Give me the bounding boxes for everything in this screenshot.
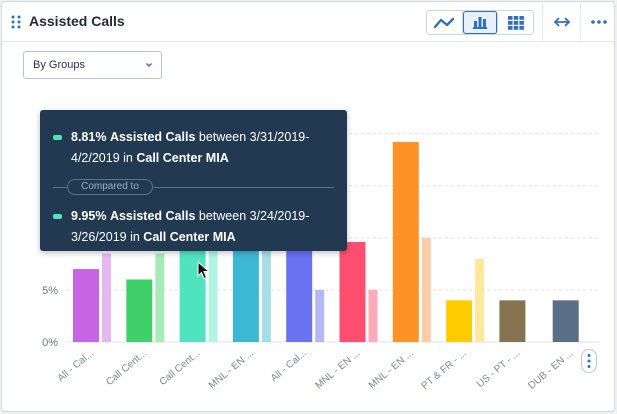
bar-current (73, 269, 99, 342)
bar-current (339, 241, 366, 342)
tooltip-divider (53, 187, 67, 188)
x-category-label: All - Cal... (269, 348, 309, 384)
group-by-dropdown[interactable]: By Groups (23, 51, 162, 79)
bar-current (286, 248, 313, 342)
bar-previous (421, 237, 431, 342)
widget-title: Assisted Calls (29, 13, 125, 29)
compared-to-pill: Compared to (67, 179, 153, 195)
x-category-label: US - PT - ... (475, 348, 522, 390)
x-category-label: All - Cal... (56, 348, 96, 384)
chart-view-toggle (426, 10, 534, 35)
x-category-label: DUB - EN ... (526, 348, 575, 392)
line-chart-view-button[interactable] (427, 11, 463, 34)
tooltip-value: 9.95% (71, 209, 107, 223)
dropdown-selected-value: By Groups (33, 59, 85, 71)
x-category-label: MNL - EN ... (207, 348, 256, 392)
bar-current (552, 300, 579, 342)
grid-table-icon (507, 15, 524, 30)
y-tick-label: 5% (42, 285, 58, 297)
tooltip-date-range: between 3/31/2019-4/2/2019 in (71, 130, 310, 165)
bar-current (392, 141, 419, 342)
bar-previous (208, 238, 218, 342)
header-divider (542, 2, 543, 42)
tooltip-group: Call Center MIA (136, 151, 229, 165)
tooltip-metric: Assisted Calls (109, 209, 196, 223)
widget-header: Assisted Calls (2, 2, 614, 42)
bar-previous (368, 289, 378, 342)
tooltip-entry-current: 8.81% Assisted Calls between 3/31/2019-4… (71, 127, 341, 169)
chart-tooltip: 8.81% Assisted Calls between 3/31/2019-4… (40, 110, 347, 251)
table-view-button[interactable] (498, 11, 533, 34)
more-options-icon[interactable] (588, 16, 610, 28)
x-category-label: PT & FR - ... (420, 348, 470, 392)
drag-handle-icon[interactable] (11, 15, 21, 29)
expand-horizontal-icon[interactable] (551, 14, 573, 30)
tooltip-date-range: between 3/24/2019-3/26/2019 in (71, 209, 310, 244)
y-tick-label: 0% (42, 337, 58, 349)
tooltip-metric: Assisted Calls (109, 130, 196, 144)
x-category-label: Call Cent... (104, 348, 149, 388)
tooltip-value: 8.81% (71, 130, 107, 144)
bar-previous (315, 289, 325, 342)
bar-current (126, 279, 153, 342)
mouse-cursor-icon (197, 261, 211, 280)
tooltip-group: Call Center MIA (143, 230, 236, 244)
tooltip-entry-previous: 9.95% Assisted Calls between 3/24/2019-3… (71, 206, 341, 248)
bar-current (499, 300, 526, 342)
x-category-label: Call Cent... (158, 348, 203, 388)
line-chart-icon (434, 17, 455, 28)
bar-previous (475, 258, 485, 342)
bar-current (232, 248, 259, 342)
bar-previous (102, 253, 111, 342)
chevron-down-icon (146, 63, 152, 67)
series-swatch (53, 214, 62, 219)
bar-chart-view-button[interactable] (462, 11, 499, 34)
x-category-label: MNL - EN ... (367, 348, 416, 392)
bar-previous (261, 248, 271, 342)
bar-chart-icon (473, 16, 487, 29)
x-category-label: MNL - EN ... (314, 348, 363, 392)
vertical-dots-icon (587, 354, 591, 368)
bar-current (446, 300, 473, 342)
tooltip-divider (154, 187, 334, 188)
series-swatch (53, 135, 62, 140)
header-divider (580, 2, 581, 42)
bar-previous (155, 253, 165, 342)
chart-options-button[interactable] (581, 349, 597, 373)
